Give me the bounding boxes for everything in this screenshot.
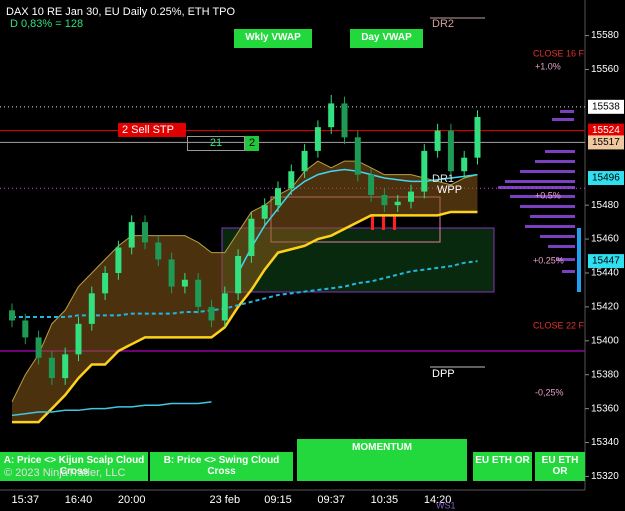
pct-label: +1.0%: [535, 61, 561, 71]
close-label: CLOSE 22 F: [533, 320, 585, 330]
candle-body: [461, 157, 468, 172]
volume-profile: [498, 110, 575, 273]
pct-label: +0.25%: [533, 255, 564, 265]
price-tag: [588, 171, 624, 186]
signal-button[interactable]: B: Price <> Swing Cloud Cross: [150, 452, 293, 481]
candle-body: [328, 103, 335, 128]
y-tick-label: 15400: [591, 335, 619, 346]
y-tick-label: 15380: [591, 369, 619, 380]
y-tick-label: 15360: [591, 403, 619, 414]
candle-body: [381, 194, 388, 206]
day-vwap-button[interactable]: Day VWAP: [350, 29, 423, 48]
candle-body: [275, 188, 281, 206]
price-tag: [588, 135, 624, 150]
candle-body: [354, 137, 361, 175]
y-tick-label: 15460: [591, 234, 619, 245]
candle-body: [48, 357, 55, 379]
candle-body: [248, 218, 255, 257]
price-tag-label: 15538: [592, 101, 620, 112]
chart-title: DAX 10 RE Jan 30, EU Daily 0.25%, ETH TP…: [6, 6, 235, 18]
price-tag-label: 15517: [592, 137, 620, 148]
ws1-label: WS1: [436, 500, 456, 510]
x-tick-label: 16:40: [65, 494, 93, 506]
sell-stop-order[interactable]: 2 Sell STP: [118, 123, 186, 137]
candle-body: [181, 279, 188, 287]
order-quantity[interactable]: 21: [187, 136, 245, 151]
price-tag: [588, 254, 624, 269]
order-count[interactable]: 2: [245, 136, 259, 151]
eth-or-button[interactable]: EU ETH OR: [473, 452, 532, 481]
x-tick-label: 23 feb: [210, 494, 241, 506]
close-label: CLOSE 16 F: [533, 48, 585, 58]
candle-body: [434, 130, 441, 151]
candle-body: [447, 130, 454, 172]
candle-body: [261, 205, 268, 219]
candle-body: [35, 337, 42, 358]
candle-body: [88, 293, 95, 324]
x-tick-label: 10:35: [371, 494, 399, 506]
momentum-button[interactable]: MOMENTUM: [297, 439, 467, 481]
copyright: © 2023 NinjaTrader, LLC: [4, 467, 126, 479]
y-tick-label: 15480: [591, 200, 619, 211]
dpp-label: DPP: [432, 368, 455, 380]
candle-body: [421, 150, 428, 192]
x-tick-label: 14:20: [424, 494, 452, 506]
plot: 15580 15560 15480 15460 15440 15420 15400 15380…: [0, 30, 624, 506]
chart-subtitle: D 0,83% = 128: [10, 18, 83, 30]
candle-body: [168, 259, 175, 287]
y-tick-label: 15320: [591, 471, 619, 482]
price-tag: [588, 99, 624, 114]
y-tick-label: 15420: [591, 302, 619, 313]
candle-body: [288, 171, 295, 189]
candle-body: [102, 272, 109, 294]
cloud-line: [12, 210, 478, 424]
candle-body: [115, 247, 122, 273]
price-tag: [588, 123, 624, 138]
eth-or-button[interactable]: EU ETH OR: [535, 452, 585, 481]
wkly-vwap-button[interactable]: Wkly VWAP: [234, 29, 312, 48]
candle-body: [75, 323, 82, 355]
candle-body: [22, 320, 29, 338]
indicator-line: [11, 401, 212, 417]
y-tick-label: 15560: [591, 64, 619, 75]
candle-body: [394, 201, 401, 206]
y-tick-label: 15340: [591, 437, 619, 448]
cloud-line: [11, 160, 478, 403]
value-area-bar: [577, 228, 581, 292]
signal-button[interactable]: A: Price <> Kijun Scalp Cloud Cross: [0, 452, 148, 481]
candle-body: [474, 116, 481, 158]
candle-body: [301, 150, 308, 172]
candle-body: [195, 279, 202, 307]
candle-body: [341, 103, 348, 138]
sell-marks: [371, 214, 396, 230]
wpp-label: WPP: [437, 184, 462, 196]
y-tick-label: 15580: [591, 30, 619, 41]
pct-label: -0,25%: [535, 387, 564, 397]
cloud-fill: [12, 161, 478, 423]
pct-label: +0.5%: [535, 190, 561, 200]
dr1-label: DR1: [432, 173, 454, 185]
candle-body: [208, 306, 215, 321]
x-tick-label: 20:00: [118, 494, 146, 506]
candle-body: [314, 127, 321, 151]
candle-body: [221, 293, 228, 321]
y-tick-label: 15440: [591, 268, 619, 279]
candle-body: [408, 191, 414, 202]
candle-body: [9, 310, 15, 321]
dr2-label: DR2: [432, 18, 454, 30]
candle-body: [368, 174, 375, 195]
candle-body: [155, 242, 162, 260]
candle-body: [128, 222, 135, 248]
candle-body: [235, 256, 242, 294]
x-tick-label: 09:15: [264, 494, 292, 506]
candle-body: [62, 354, 69, 379]
x-tick-label: 09:37: [317, 494, 345, 506]
price-tag-label: 15496: [592, 173, 620, 184]
x-tick-label: 15:37: [12, 494, 40, 506]
price-tag-label: 15524: [592, 125, 620, 136]
price-tag-label: 15447: [592, 256, 620, 267]
candle-body: [142, 222, 148, 243]
